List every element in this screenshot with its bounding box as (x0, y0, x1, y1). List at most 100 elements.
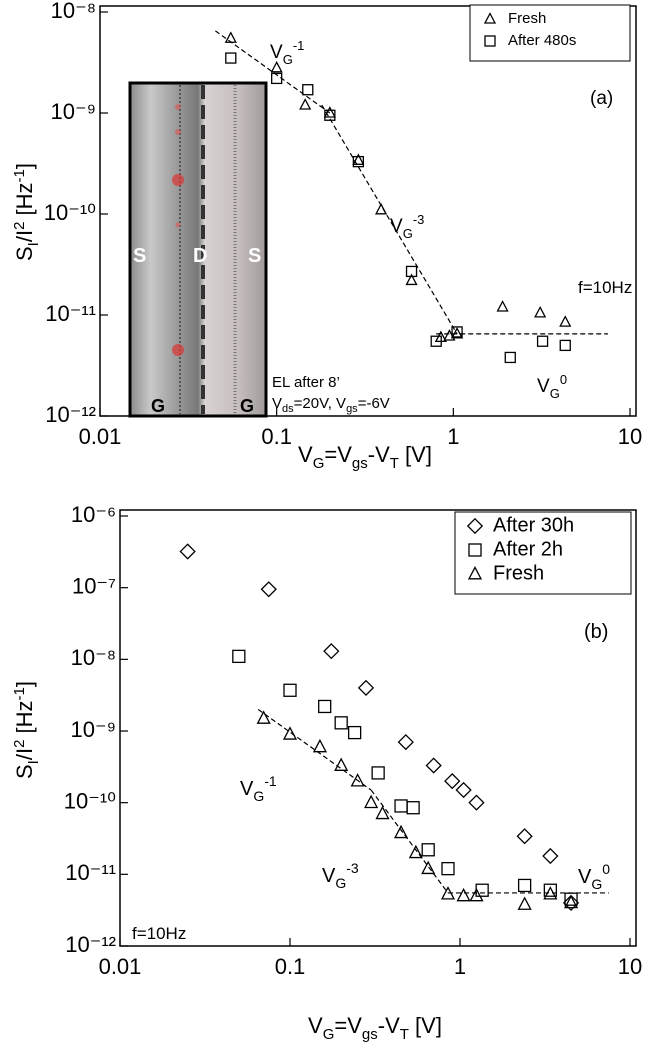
slope-annotation: VG-3 (390, 212, 424, 241)
y-tick-label: 10⁻¹¹ (45, 301, 96, 326)
frequency-note: f=10Hz (578, 278, 632, 297)
point (451, 327, 464, 339)
y-tick-label: 10⁻¹² (65, 932, 116, 957)
y-tick-label: 10⁻¹¹ (65, 860, 116, 885)
legend-label: Fresh (493, 562, 544, 584)
y-tick-label: 10⁻⁶ (71, 502, 116, 527)
point (536, 335, 549, 347)
point (564, 892, 578, 906)
x-axis-label: VG=Vgs-VT [V] (298, 442, 432, 472)
plot-frame (99, 5, 637, 417)
point (517, 878, 532, 893)
x-axis-label: VG=Vgs-VT [V] (308, 1013, 442, 1043)
point (224, 31, 237, 43)
inset-caption: EL after 8’ (272, 374, 340, 391)
x-tick-label: 10 (618, 954, 642, 979)
fit-line (370, 789, 449, 894)
point (375, 202, 388, 215)
panel-label: (a) (590, 88, 613, 109)
point (371, 766, 385, 780)
slope-annotation: VG0 (537, 372, 567, 401)
point (375, 805, 390, 820)
y-tick-label: 10⁻⁸ (71, 645, 116, 670)
y-axis-label: SI/I2 [Hz-1] (11, 681, 42, 779)
point (430, 335, 442, 347)
inset-label: G (151, 396, 165, 416)
point (543, 883, 558, 897)
point (455, 781, 472, 799)
point (468, 794, 485, 811)
point (408, 844, 423, 859)
inset-image: S D S G G (128, 81, 268, 418)
point (516, 828, 533, 845)
point (179, 543, 196, 560)
legend-marker (466, 517, 484, 535)
point (270, 60, 283, 73)
point (496, 300, 509, 312)
point (543, 886, 558, 900)
point (232, 649, 246, 664)
point (517, 896, 532, 910)
point (352, 155, 365, 168)
point (405, 273, 418, 286)
point (299, 98, 312, 110)
point (562, 894, 580, 911)
point (444, 772, 461, 790)
legend-box (454, 511, 632, 595)
point (421, 860, 436, 875)
fit-line (321, 104, 458, 335)
point (324, 109, 336, 121)
point (357, 679, 375, 696)
legend-label: Fresh (508, 10, 546, 27)
legend-marker (484, 35, 496, 47)
inset-label: G (240, 396, 254, 416)
legend-marker (467, 566, 483, 580)
inset-label: D (193, 245, 207, 267)
y-axis-label: SI/I2 [Hz-1] (11, 163, 42, 261)
point (441, 862, 455, 876)
legend-marker (468, 543, 482, 557)
legend-label: After 480s (508, 32, 576, 49)
point (323, 643, 340, 660)
point (302, 84, 314, 96)
point (397, 733, 414, 751)
x-tick-label: 10 (618, 424, 642, 449)
point (542, 847, 559, 865)
legend-label: After 30h (493, 514, 574, 536)
point (225, 52, 237, 64)
point (393, 824, 409, 839)
inset-caption: Vds=20V, Vgs=-6V (272, 395, 390, 415)
y-tick-label: 10⁻¹⁰ (44, 200, 96, 225)
point (323, 106, 336, 118)
point (283, 683, 297, 697)
point (406, 801, 420, 815)
point (312, 738, 328, 753)
point (425, 757, 442, 774)
x-tick-label: 0.1 (261, 424, 292, 449)
point (504, 351, 516, 364)
point (469, 887, 484, 902)
point (334, 716, 348, 730)
frequency-note: f=10Hz (132, 924, 186, 943)
x-tick-label: 0.01 (79, 424, 122, 449)
point (364, 794, 379, 809)
point (421, 843, 435, 857)
slope-annotation: VG0 (578, 861, 610, 892)
point (347, 725, 362, 740)
x-tick-label: 1 (447, 424, 459, 449)
inset-label: S (133, 245, 146, 267)
x-tick-label: 0.01 (99, 954, 142, 979)
point (534, 305, 547, 318)
fit-line (257, 708, 372, 791)
inset-label: S (248, 245, 261, 267)
y-tick-label: 10⁻¹⁰ (64, 788, 116, 813)
point (318, 699, 332, 714)
panel-label: (b) (584, 621, 608, 643)
slope-annotation: VG-1 (240, 773, 277, 804)
plot-frame (119, 509, 637, 947)
point (256, 710, 271, 724)
legend-box (469, 4, 631, 62)
point (440, 886, 456, 900)
point (451, 326, 463, 338)
y-tick-label: 10⁻⁸ (51, 0, 96, 23)
